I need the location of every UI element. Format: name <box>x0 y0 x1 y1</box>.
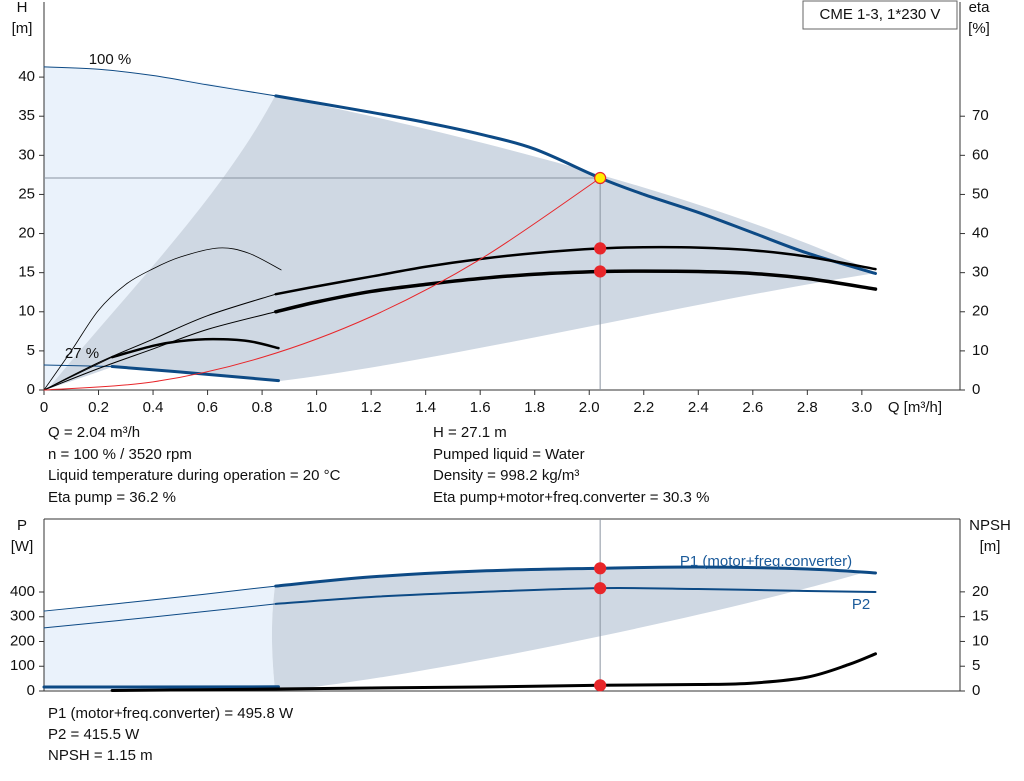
annotation: 27 % <box>65 345 99 362</box>
y-tick-label: 400 <box>10 583 35 600</box>
operating-point <box>594 242 607 255</box>
y2-tick-label: 20 <box>972 583 989 600</box>
axis-label: eta <box>969 0 991 16</box>
y2-tick-label: 60 <box>972 146 989 163</box>
curve <box>43 585 277 612</box>
operating-point <box>594 171 607 185</box>
y2-tick-label: 40 <box>972 225 989 242</box>
y-tick-label: 5 <box>27 342 35 359</box>
readout: NPSH = 1.15 m <box>48 747 153 764</box>
y-tick-label: 30 <box>18 146 35 163</box>
curve <box>43 364 113 368</box>
axis-label: H <box>17 0 28 16</box>
x-tick-label: 1.8 <box>524 399 545 416</box>
y-tick-label: 15 <box>18 264 35 281</box>
y2-tick-label: 0 <box>972 682 980 699</box>
title-box <box>802 0 958 30</box>
y2-tick-label: 30 <box>972 264 989 281</box>
x-tick-label: 0.2 <box>88 399 109 416</box>
x-tick-label: 2.0 <box>579 399 600 416</box>
x-tick-label: 2.2 <box>633 399 654 416</box>
curve <box>43 311 277 391</box>
y-tick-label: 40 <box>18 68 35 85</box>
axis-label: P <box>17 517 27 534</box>
series-label: P1 (motor+freq.converter) <box>680 553 852 570</box>
x-tick-label: 0.4 <box>143 399 164 416</box>
axis-label: [%] <box>968 20 990 37</box>
readout: H = 27.1 m <box>433 424 507 441</box>
y2-tick-label: 20 <box>972 303 989 320</box>
curve <box>110 365 280 383</box>
x-tick-label: 2.4 <box>688 399 709 416</box>
x-tick-label: 2.8 <box>797 399 818 416</box>
readout: Liquid temperature during operation = 20… <box>48 467 341 484</box>
x-tick-label: 1.4 <box>415 399 436 416</box>
y2-tick-label: 50 <box>972 185 989 202</box>
x-tick-label: 0 <box>40 399 48 416</box>
y2-tick-label: 0 <box>972 381 980 398</box>
speed-range-area <box>44 67 275 390</box>
curve <box>43 177 601 391</box>
curve <box>43 603 277 629</box>
operating-point <box>594 265 607 278</box>
curve <box>274 94 877 275</box>
x-tick-label: 0.8 <box>252 399 273 416</box>
curve <box>43 66 277 97</box>
axis-label: NPSH <box>969 517 1011 534</box>
x-tick-label: 1.2 <box>361 399 382 416</box>
operating-area <box>271 566 863 690</box>
y2-tick-label: 5 <box>972 657 980 674</box>
axis-label: [m] <box>12 20 33 37</box>
operating-point <box>594 582 607 595</box>
y-tick-label: 200 <box>10 632 35 649</box>
operating-point <box>594 562 607 575</box>
readout: P2 = 415.5 W <box>48 726 140 743</box>
y-tick-label: 10 <box>18 303 35 320</box>
y-tick-label: 300 <box>10 608 35 625</box>
curve <box>110 337 280 359</box>
y2-tick-label: 70 <box>972 107 989 124</box>
readout: Pumped liquid = Water <box>433 446 585 463</box>
curve <box>273 269 878 314</box>
y-tick-label: 20 <box>18 225 35 242</box>
curve <box>43 293 277 391</box>
y2-tick-label: 10 <box>972 342 989 359</box>
x-tick-label: 1.0 <box>306 399 327 416</box>
operating-area <box>48 96 876 389</box>
axis-label: [W] <box>11 538 34 555</box>
readout: Density = 998.2 kg/m³ <box>433 467 579 484</box>
series-label: P2 <box>852 596 870 613</box>
readout: n = 100 % / 3520 rpm <box>48 446 192 463</box>
y-tick-label: 0 <box>27 381 35 398</box>
x-tick-label: 3.0 <box>851 399 872 416</box>
y-tick-label: 100 <box>10 657 35 674</box>
x-tick-label: 0.6 <box>197 399 218 416</box>
readout: Eta pump = 36.2 % <box>48 489 176 506</box>
x-axis-label: Q [m³/h] <box>888 399 942 416</box>
y-tick-label: 35 <box>18 107 35 124</box>
chart-title: CME 1-3, 1*230 V <box>820 6 941 23</box>
x-tick-label: 2.6 <box>742 399 763 416</box>
curve <box>274 245 877 296</box>
annotation: 100 % <box>89 51 132 68</box>
y2-tick-label: 10 <box>972 632 989 649</box>
readout: Eta pump+motor+freq.converter = 30.3 % <box>433 489 709 506</box>
axis-label: [m] <box>980 538 1001 555</box>
readout: P1 (motor+freq.converter) = 495.8 W <box>48 705 294 722</box>
operating-point <box>594 679 607 692</box>
speed-range-area <box>44 586 275 690</box>
y-tick-label: 25 <box>18 185 35 202</box>
y-tick-label: 0 <box>27 682 35 699</box>
curve <box>43 247 282 391</box>
x-tick-label: 1.6 <box>470 399 491 416</box>
readout: Q = 2.04 m³/h <box>48 424 140 441</box>
curve <box>43 356 113 391</box>
y2-tick-label: 15 <box>972 608 989 625</box>
